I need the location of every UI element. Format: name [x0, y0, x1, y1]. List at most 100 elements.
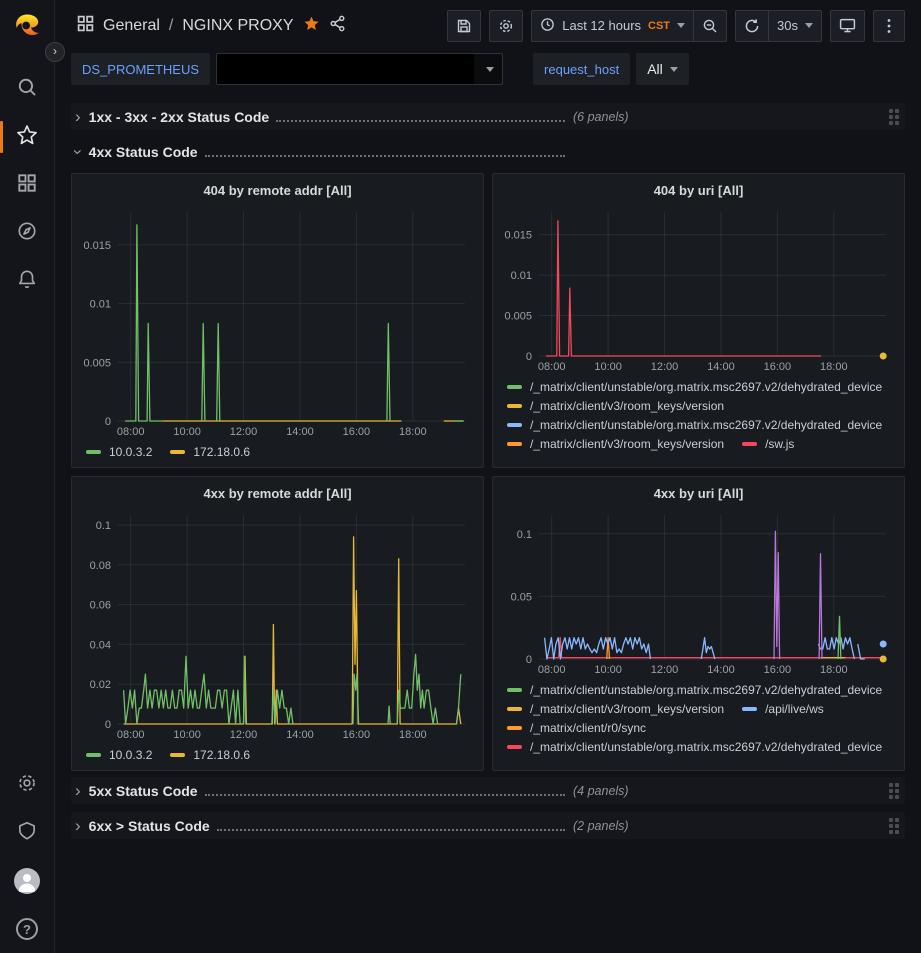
legend-label: 10.0.3.2 [109, 748, 152, 762]
chart-4xx-by-uri[interactable]: 08:0010:0012:0014:0016:0018:0000.050.1 [503, 507, 894, 677]
svg-text:08:00: 08:00 [538, 361, 566, 373]
legend-label: 10.0.3.2 [109, 445, 152, 459]
legend-item[interactable]: /_matrix/client/unstable/org.matrix.msc2… [507, 740, 882, 754]
dashboard-settings-button[interactable] [489, 10, 523, 42]
legend: 10.0.3.2 172.18.0.6 [82, 742, 473, 762]
save-dashboard-button[interactable] [447, 10, 481, 42]
sidebar-expand-button[interactable]: › [45, 42, 65, 62]
dotted-leader [276, 120, 565, 122]
legend: 10.0.3.2 172.18.0.6 [82, 439, 473, 459]
chart-4xx-by-remote-addr[interactable]: 08:0010:0012:0014:0016:0018:0000.020.040… [82, 507, 473, 742]
legend-item[interactable]: /api/live/ws [742, 702, 824, 716]
sidebar-item-help[interactable]: ? [0, 905, 55, 953]
svg-text:16:00: 16:00 [343, 729, 371, 741]
chart-svg: 08:0010:0012:0014:0016:0018:0000.020.040… [82, 507, 473, 742]
legend-item[interactable]: 172.18.0.6 [170, 748, 250, 762]
svg-text:18:00: 18:00 [820, 361, 848, 373]
panel-404-by-uri: 404 by uri [All] 08:0010:0012:0014:0016:… [492, 173, 905, 468]
legend-item[interactable]: /_matrix/client/unstable/org.matrix.msc2… [507, 418, 882, 432]
legend-label: 172.18.0.6 [193, 748, 250, 762]
refresh-button[interactable] [735, 10, 768, 42]
row-drag-handle[interactable] [887, 107, 901, 127]
kebab-menu-button[interactable] [873, 10, 905, 42]
variables-row: DS_PROMETHEUS request_host All [55, 51, 921, 93]
apps-grid-icon[interactable] [77, 15, 94, 37]
row-title: 5xx Status Code [89, 783, 198, 799]
legend-swatch-icon [507, 442, 522, 446]
sidebar-item-configuration[interactable] [0, 761, 55, 809]
breadcrumb-separator: / [169, 17, 173, 35]
legend-label: /_matrix/client/unstable/org.matrix.msc2… [530, 740, 882, 754]
chart-404-by-uri[interactable]: 08:0010:0012:0014:0016:0018:0000.0050.01… [503, 204, 894, 374]
svg-text:14:00: 14:00 [286, 729, 314, 741]
user-avatar [14, 868, 40, 894]
favorite-star-icon[interactable] [303, 15, 320, 37]
breadcrumb-folder[interactable]: General [103, 17, 160, 35]
sidebar-item-search[interactable] [0, 65, 55, 113]
svg-text:0.1: 0.1 [517, 529, 532, 541]
search-icon [16, 76, 38, 103]
sidebar-item-profile[interactable] [0, 857, 55, 905]
legend-swatch-icon [742, 442, 757, 446]
dashboard-title[interactable]: NGINX PROXY [182, 17, 293, 35]
grafana-logo[interactable] [12, 12, 42, 47]
variable-label-ds-prometheus: DS_PROMETHEUS [71, 53, 210, 85]
legend: /_matrix/client/unstable/org.matrix.msc2… [503, 374, 894, 451]
row-drag-handle[interactable] [887, 781, 901, 801]
time-picker-group: Last 12 hours CST [531, 10, 727, 42]
row-header-5xx[interactable]: › 5xx Status Code (4 panels) [71, 777, 905, 804]
legend-item[interactable]: /_matrix/client/v3/room_keys/version [507, 399, 724, 413]
chart-404-by-remote-addr[interactable]: 08:0010:0012:0014:0016:0018:0000.0050.01… [82, 204, 473, 439]
svg-text:18:00: 18:00 [399, 729, 427, 741]
star-icon [16, 124, 38, 151]
row-title: 4xx Status Code [89, 144, 198, 160]
tv-mode-button[interactable] [830, 10, 865, 42]
row-header-1xx-3xx-2xx[interactable]: › 1xx - 3xx - 2xx Status Code (6 panels) [71, 103, 905, 130]
row-title: 1xx - 3xx - 2xx Status Code [89, 109, 270, 125]
svg-text:0.005: 0.005 [83, 357, 111, 369]
time-range-picker[interactable]: Last 12 hours CST [531, 10, 693, 42]
sidebar-item-dashboards[interactable] [0, 161, 55, 209]
toolbar: Last 12 hours CST 30s [447, 10, 905, 42]
panel-title[interactable]: 4xx by uri [All] [503, 483, 894, 507]
panel-title[interactable]: 404 by uri [All] [503, 180, 894, 204]
row-title: 6xx > Status Code [89, 818, 210, 834]
legend-item[interactable]: /_matrix/client/r0/sync [507, 721, 646, 735]
legend-item[interactable]: 10.0.3.2 [86, 748, 152, 762]
legend-item[interactable]: /sw.js [742, 437, 794, 451]
panel-title[interactable]: 4xx by remote addr [All] [82, 483, 473, 507]
legend-item[interactable]: /_matrix/client/unstable/org.matrix.msc2… [507, 683, 882, 697]
row-drag-handle[interactable] [887, 816, 901, 836]
svg-text:16:00: 16:00 [343, 426, 371, 438]
svg-text:0: 0 [526, 654, 532, 666]
legend-item[interactable]: /_matrix/client/v3/room_keys/version [507, 437, 724, 451]
panel-4xx-by-uri: 4xx by uri [All] 08:0010:0012:0014:0016:… [492, 476, 905, 771]
variable-ds-prometheus-select[interactable] [216, 53, 503, 85]
chart-svg: 08:0010:0012:0014:0016:0018:0000.0050.01… [82, 204, 473, 439]
panel-grid: 404 by remote addr [All] 08:0010:0012:00… [71, 173, 905, 771]
legend-item[interactable]: /_matrix/client/v3/room_keys/version [507, 702, 724, 716]
dotted-leader [205, 794, 565, 796]
sidebar-item-alerting[interactable] [0, 257, 55, 305]
zoom-out-button[interactable] [693, 10, 727, 42]
chevron-right-icon: › [75, 819, 81, 833]
sidebar-item-starred[interactable] [0, 113, 55, 161]
row-header-4xx[interactable]: › 4xx Status Code [71, 138, 905, 165]
dotted-leader [205, 155, 565, 157]
legend-item[interactable]: 10.0.3.2 [86, 445, 152, 459]
refresh-interval-picker[interactable]: 30s [768, 10, 822, 42]
panel-title[interactable]: 404 by remote addr [All] [82, 180, 473, 204]
variable-request-host-select[interactable]: All [636, 53, 689, 85]
legend-item[interactable]: 172.18.0.6 [170, 445, 250, 459]
legend-item[interactable]: /_matrix/client/unstable/org.matrix.msc2… [507, 380, 882, 394]
sidebar-item-explore[interactable] [0, 209, 55, 257]
svg-text:0.02: 0.02 [90, 679, 111, 691]
row-header-6xx[interactable]: › 6xx > Status Code (2 panels) [71, 812, 905, 839]
share-icon[interactable] [329, 15, 346, 37]
legend-label: /_matrix/client/v3/room_keys/version [530, 437, 724, 451]
sidebar-item-server-admin[interactable] [0, 809, 55, 857]
svg-text:12:00: 12:00 [230, 729, 258, 741]
chevron-down-icon: › [71, 149, 85, 155]
legend-label: /_matrix/client/unstable/org.matrix.msc2… [530, 380, 882, 394]
row-title-area: › 6xx > Status Code [75, 818, 567, 834]
